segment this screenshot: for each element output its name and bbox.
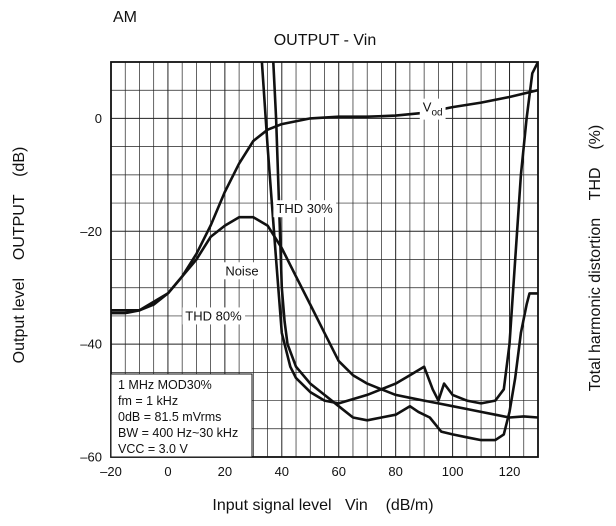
tick-labels: –20 0 20 40 60 80 100 120 0 –20 –40 –60 bbox=[80, 111, 520, 479]
condition-line-1: 1 MHz MOD30% bbox=[118, 378, 212, 392]
y-axis-label-left: Output level OUTPUT (dB) bbox=[11, 147, 28, 364]
chart-title: OUTPUT - Vin bbox=[274, 32, 377, 49]
y-axis-label-right: Total harmonic distortion THD (%) bbox=[587, 125, 604, 391]
series-label-vod: Vod bbox=[419, 98, 446, 120]
x-tick-label: 100 bbox=[442, 464, 464, 479]
x-tick-label: –20 bbox=[100, 464, 122, 479]
series-label-text: Noise bbox=[225, 263, 258, 278]
series-label-bg bbox=[419, 98, 446, 120]
series-lines bbox=[111, 62, 538, 442]
mode-label: AM bbox=[113, 9, 137, 26]
series-label-thd-80: THD 80% bbox=[182, 307, 246, 325]
series-label-bg bbox=[222, 262, 262, 280]
x-tick-label: 60 bbox=[331, 464, 345, 479]
series-line-noise bbox=[111, 215, 538, 419]
plot-frame bbox=[110, 61, 539, 458]
y-tick-label: –60 bbox=[80, 450, 102, 465]
series-labels: Vod Noise THD 30% THD 80% bbox=[182, 98, 446, 325]
series-label-noise: Noise bbox=[222, 262, 262, 280]
series-line-thd-80 bbox=[271, 62, 538, 442]
conditions-box: 1 MHz MOD30% fm = 1 kHz 0dB = 81.5 mVrms… bbox=[110, 373, 253, 458]
series-label-text: THD 30% bbox=[276, 201, 333, 216]
x-tick-label: 40 bbox=[275, 464, 289, 479]
x-tick-label: 20 bbox=[218, 464, 232, 479]
series-label-bg bbox=[273, 200, 337, 218]
condition-line-4: BW = 400 Hz~30 kHz bbox=[118, 426, 238, 440]
y-tick-label: 0 bbox=[95, 111, 102, 126]
x-tick-label: 80 bbox=[388, 464, 402, 479]
y-tick-label: –20 bbox=[80, 224, 102, 239]
series-label-bg bbox=[182, 307, 246, 325]
y-tick-label: –40 bbox=[80, 337, 102, 352]
x-tick-label: 120 bbox=[499, 464, 521, 479]
conditions-box-frame bbox=[110, 373, 253, 458]
series-line-thd-30 bbox=[260, 62, 538, 405]
series-label-thd-30: THD 30% bbox=[273, 200, 337, 218]
condition-line-5: VCC = 3.0 V bbox=[118, 442, 188, 456]
condition-line-3: 0dB = 81.5 mVrms bbox=[118, 410, 221, 424]
condition-line-2: fm = 1 kHz bbox=[118, 394, 178, 408]
series-label-text: THD 80% bbox=[185, 308, 242, 323]
x-axis-label: Input signal level Vin (dB/m) bbox=[212, 497, 433, 514]
x-tick-label: 0 bbox=[164, 464, 171, 479]
series-label-text: Vod bbox=[423, 100, 443, 119]
